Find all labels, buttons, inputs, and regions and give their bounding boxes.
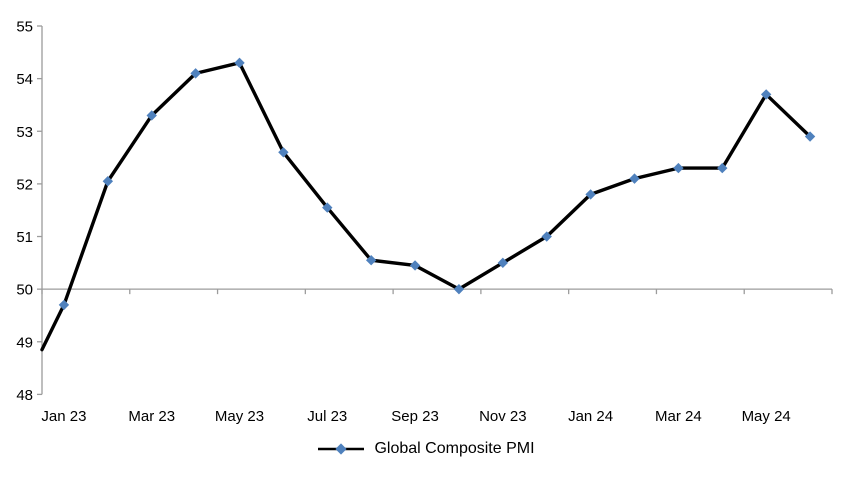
- pmi-data-point-marker: [278, 147, 289, 158]
- y-axis-tick-label: 48: [16, 387, 33, 404]
- y-axis-tick-label: 55: [16, 19, 33, 36]
- legend-label: Global Composite PMI: [374, 440, 535, 457]
- x-axis-tick-label: Sep 23: [391, 408, 439, 425]
- pmi-data-point-marker: [234, 57, 245, 69]
- pmi-data-point-marker: [804, 131, 816, 142]
- pmi-data-point-marker: [58, 299, 70, 311]
- y-axis-tick-label: 54: [16, 71, 33, 88]
- x-axis-tick-label: May 23: [215, 408, 264, 425]
- y-axis-tick-label: 52: [16, 176, 33, 193]
- y-axis-tick-label: 50: [16, 282, 33, 299]
- pmi-data-point-marker: [190, 68, 201, 79]
- x-axis-tick-label: Jan 24: [568, 408, 613, 425]
- x-axis-tick-label: Nov 23: [479, 408, 527, 425]
- x-axis-tick-label: Mar 23: [128, 408, 175, 425]
- x-axis-tick-label: Mar 24: [655, 408, 702, 425]
- x-axis-tick-label: May 24: [742, 408, 791, 425]
- pmi-data-point-marker: [760, 89, 772, 100]
- pmi-data-point-marker: [673, 162, 684, 174]
- pmi-data-point-marker: [585, 189, 596, 200]
- pmi-data-point-marker: [541, 231, 552, 242]
- x-axis-tick-label: Jul 23: [307, 408, 347, 425]
- pmi-data-point-marker: [409, 260, 421, 271]
- y-axis-tick-label: 49: [16, 334, 33, 351]
- pmi-series-line: [40, 61, 812, 352]
- y-axis-tick-label: 53: [16, 124, 33, 141]
- pmi-data-point-marker: [322, 202, 333, 213]
- pmi-data-point-marker: [453, 283, 465, 295]
- pmi-data-point-marker: [497, 257, 509, 269]
- legend-line-diamond-icon: [318, 443, 365, 455]
- pmi-data-point-marker: [102, 176, 114, 187]
- pmi-data-point-marker: [365, 254, 377, 266]
- y-axis-tick-label: 51: [16, 229, 33, 246]
- pmi-data-point-marker: [146, 110, 157, 121]
- pmi-data-point-marker: [717, 162, 728, 174]
- pmi-data-point-marker: [629, 173, 640, 184]
- x-axis-tick-label: Jan 23: [41, 408, 86, 425]
- legend: Global Composite PMI: [0, 440, 852, 458]
